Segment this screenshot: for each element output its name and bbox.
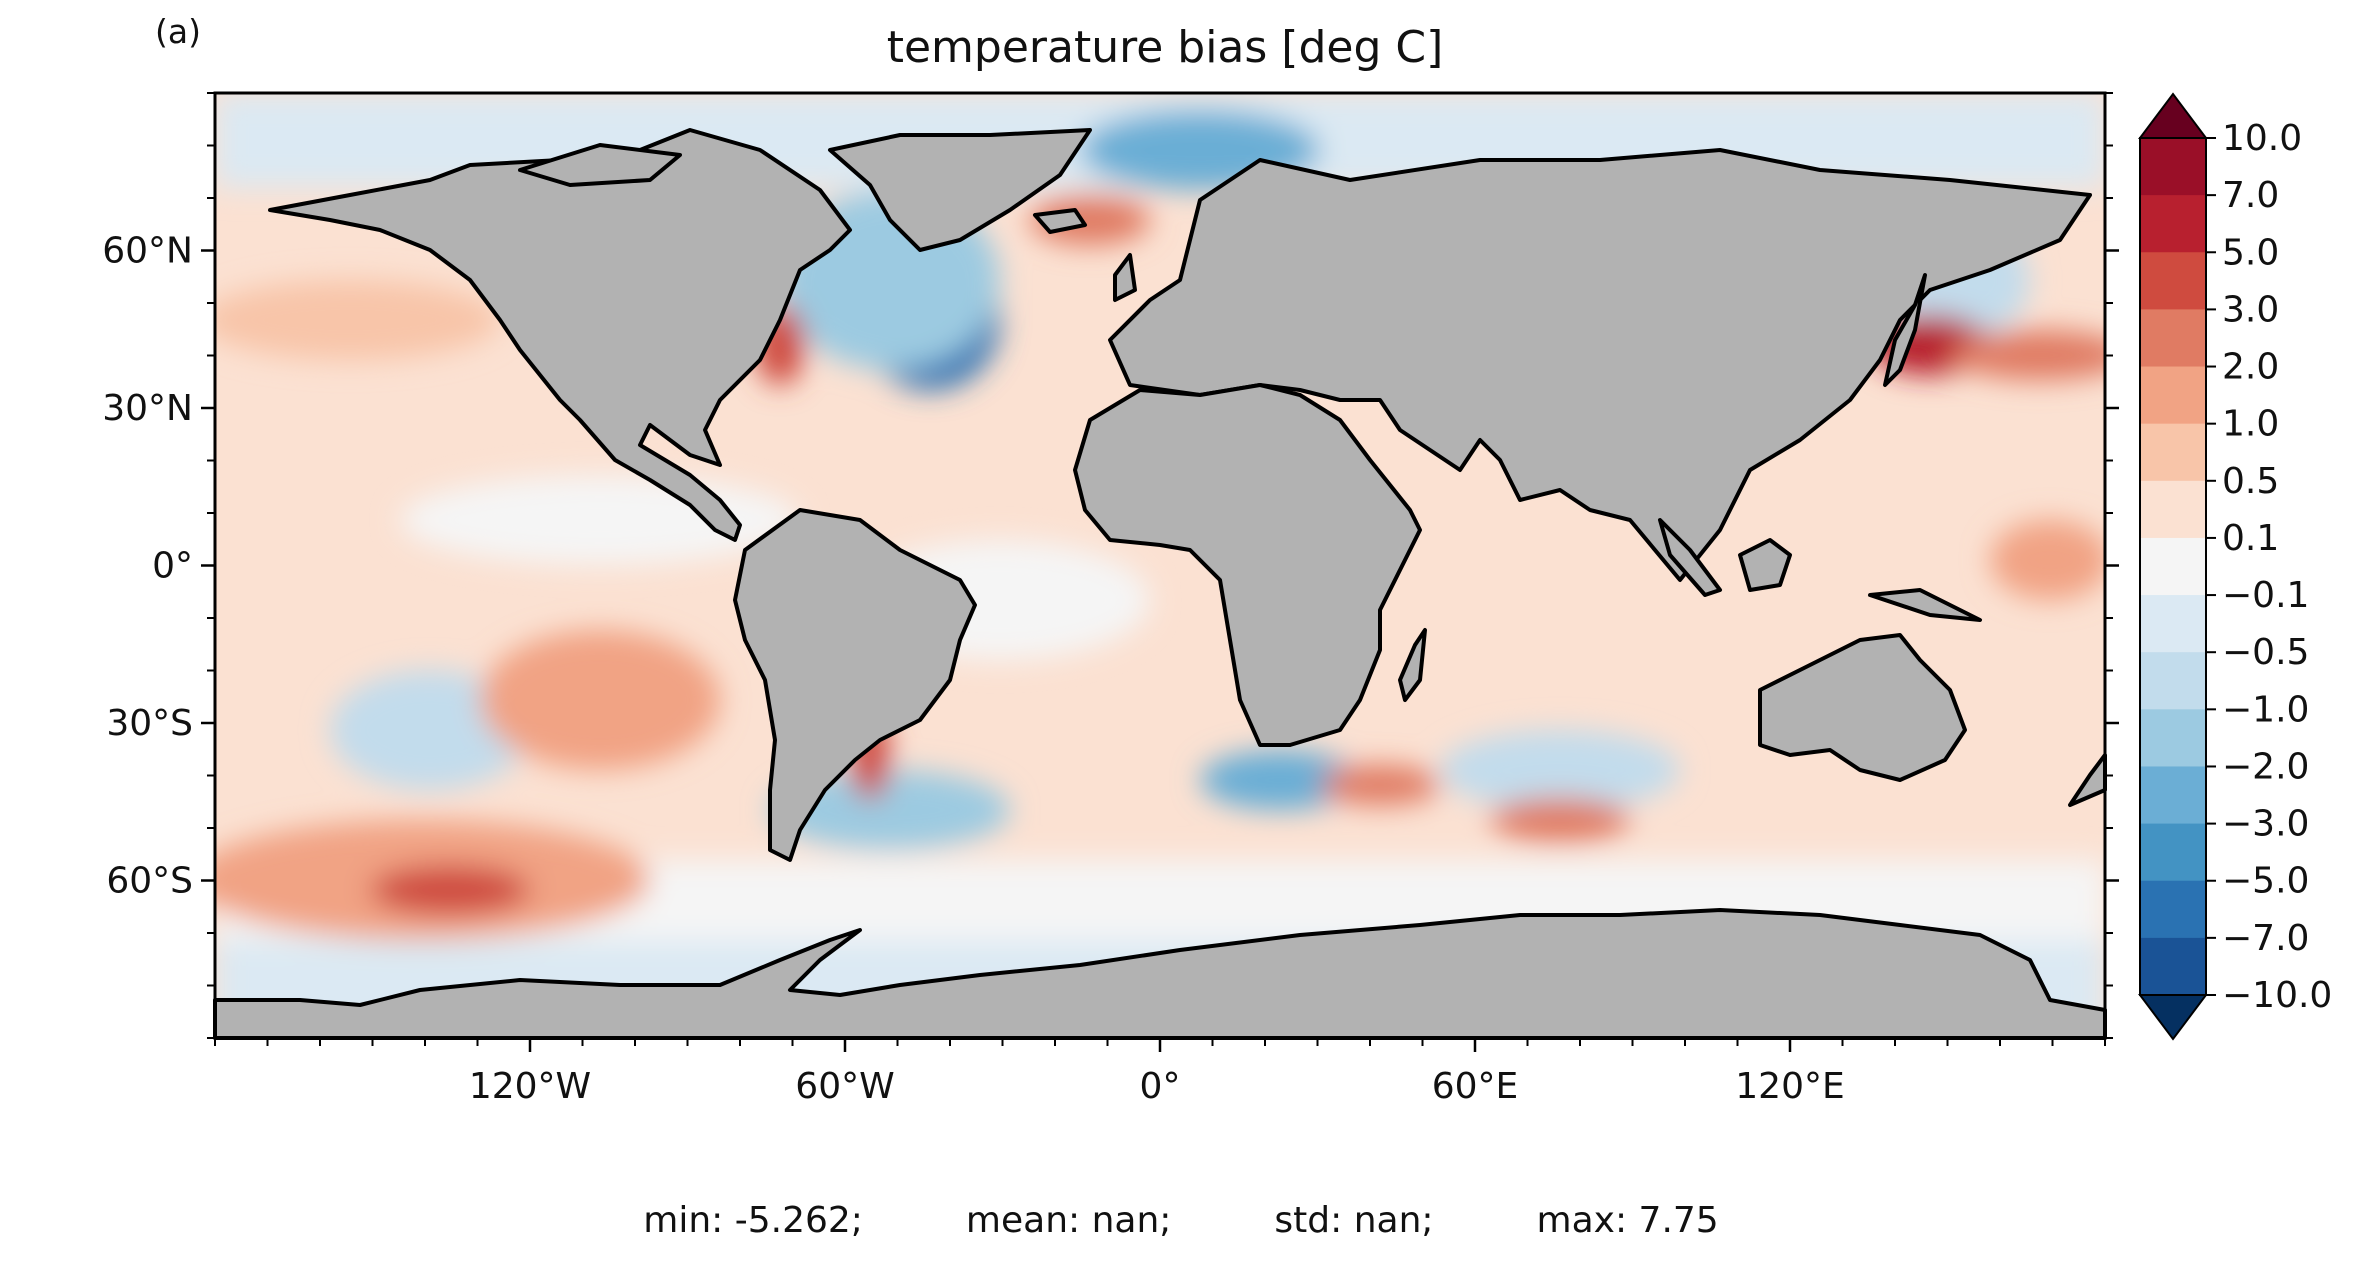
africa <box>1073 383 1422 747</box>
colorbar-segment <box>2140 138 2206 196</box>
colorbar-segment <box>2140 423 2206 482</box>
colorbar-segment <box>2140 823 2206 882</box>
colorbar-segment <box>2140 595 2206 653</box>
y-tick-label: 0° <box>152 546 193 587</box>
x-tick-label: 0° <box>1140 1066 1181 1107</box>
nordic-warm <box>1030 195 1150 245</box>
colorbar-segment <box>2140 937 2206 996</box>
stat-std: std: nan; <box>1274 1200 1434 1241</box>
x-tick-label: 60°W <box>795 1066 894 1107</box>
colorbar-tick-label: −0.5 <box>2222 632 2309 673</box>
colorbar-segment <box>2140 537 2206 596</box>
iceland <box>1033 208 1087 234</box>
colorbar-tick-label: 5.0 <box>2222 232 2279 273</box>
colorbar-segment <box>2140 766 2206 825</box>
continents <box>213 128 2107 1040</box>
madagascar <box>1398 628 1427 702</box>
arctic-islands <box>518 143 682 187</box>
south-pacific-hot <box>370 865 530 915</box>
colorbar-extend-bottom <box>2138 994 2208 1041</box>
colorbar-segment <box>2140 480 2206 539</box>
stat-mean: mean: nan; <box>965 1200 1172 1241</box>
colorbar-segment <box>2140 309 2206 368</box>
chart-title: temperature bias [deg C] <box>886 22 1444 73</box>
colorbar-tick-label: 2.0 <box>2222 347 2279 388</box>
colorbar: 10.0 7.0 5.0 3.0 2.0 1.0 0.5 0.1 −0.1 −0.5 −1.0 −2.… <box>2138 92 2332 1041</box>
colorbar-frame <box>2139 137 2207 996</box>
x-tick-label: 120°E <box>1735 1066 1844 1107</box>
southeast-pacific-warm <box>480 630 720 770</box>
colorbar-tick-label: −7.0 <box>2222 918 2309 959</box>
equatorial-pacific-neutral <box>400 475 800 565</box>
stat-max: max: 7.75 <box>1536 1200 1719 1241</box>
uk <box>1113 253 1137 302</box>
stat-min: min: -5.262; <box>643 1200 863 1241</box>
japan <box>1883 273 1927 387</box>
colorbar-tick-label: −2.0 <box>2222 746 2309 787</box>
argentine-cool <box>770 770 1010 850</box>
antarctica <box>213 908 2107 1040</box>
axis-ticks: 120°W 60°W 0° 60°E 120°E 60°N 30°N 0° 30°S 60°S <box>102 92 2119 1107</box>
colorbar-tick-label: 0.1 <box>2222 518 2279 559</box>
colorbar-segment <box>2140 366 2206 425</box>
y-tick-label: 30°S <box>106 703 193 744</box>
colorbar-segment <box>2140 195 2206 253</box>
agulhas-warm <box>1320 765 1440 805</box>
panel-label: (a) <box>155 12 201 51</box>
south-america <box>733 508 977 862</box>
greenland <box>828 128 1092 252</box>
colorbar-segment <box>2140 252 2206 310</box>
north-pacific-warm <box>215 280 500 360</box>
colorbar-tick-label: 7.0 <box>2222 175 2279 216</box>
colorbar-tick-label: −10.0 <box>2222 975 2332 1016</box>
new-guinea <box>1868 588 1982 622</box>
colorbar-tick-label: 1.0 <box>2222 404 2279 445</box>
indian-south-warm <box>1490 798 1630 842</box>
west-pacific-warm <box>1990 520 2105 600</box>
y-tick-label: 60°N <box>102 231 193 272</box>
australia <box>1758 633 1967 782</box>
kuroshio-ext-warm <box>1950 330 2105 380</box>
colorbar-tick-label: −0.1 <box>2222 575 2309 616</box>
colorbar-tick-label: −3.0 <box>2222 804 2309 845</box>
x-tick-label: 60°E <box>1432 1066 1519 1107</box>
colorbar-segment <box>2140 709 2206 767</box>
colorbar-tick-label: 10.0 <box>2222 118 2302 159</box>
y-tick-label: 60°S <box>106 861 193 902</box>
borneo <box>1738 538 1792 592</box>
colorbar-segment <box>2140 652 2206 710</box>
colorbar-tick-label: −1.0 <box>2222 689 2309 730</box>
stats-line: min: -5.262; mean: nan; std: nan; max: 7… <box>0 1200 2362 1241</box>
agulhas-cool <box>1200 750 1360 810</box>
colorbar-extend-top <box>2138 92 2208 139</box>
colorbar-tick-label: −5.0 <box>2222 861 2309 902</box>
north-america <box>268 128 852 542</box>
colorbar-tick-label: 3.0 <box>2222 289 2279 330</box>
indian-south-cool <box>1440 730 1680 810</box>
sumatra <box>1658 518 1722 597</box>
colorbar-segment <box>2140 880 2206 939</box>
x-tick-label: 120°W <box>469 1066 591 1107</box>
colorbar-tick-label: 0.5 <box>2222 461 2279 502</box>
y-tick-label: 30°N <box>102 388 193 429</box>
